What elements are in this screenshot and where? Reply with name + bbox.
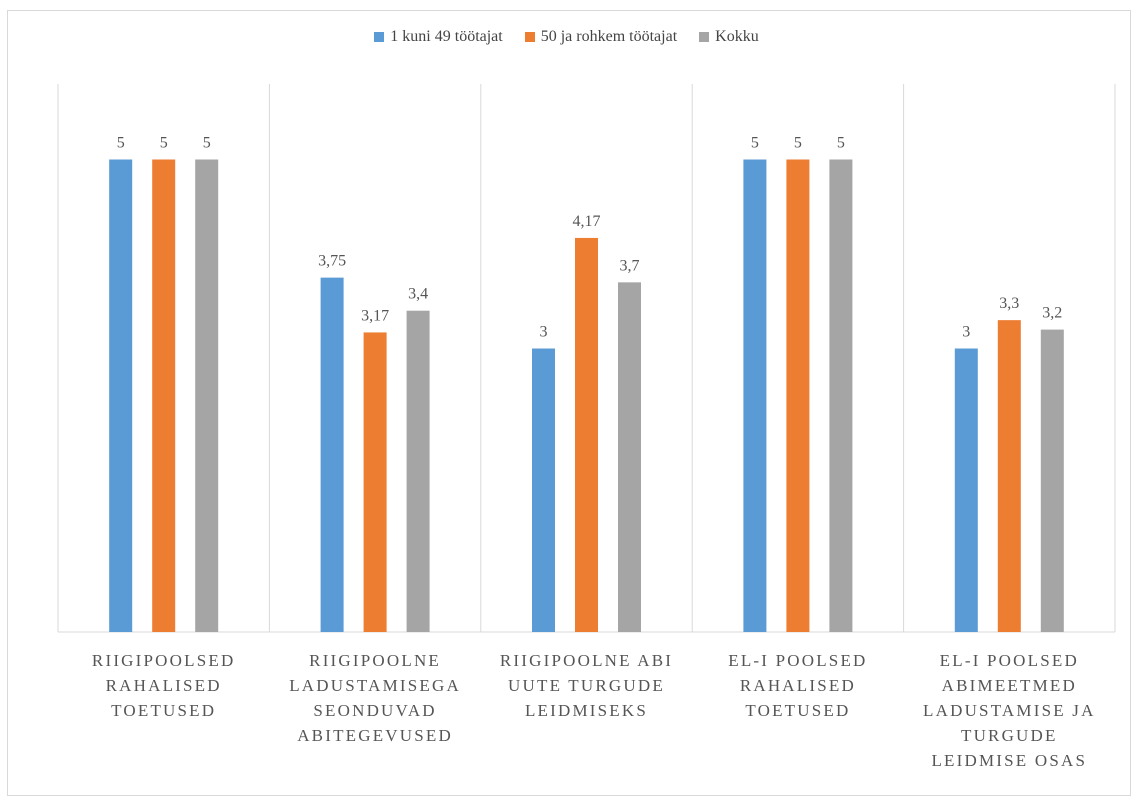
bar-series-1-cat-4 xyxy=(743,159,767,632)
category-label-line: SEONDUVAD xyxy=(313,701,437,720)
data-label-series-1-cat-3: 3 xyxy=(540,324,548,341)
category-label-line: EL-I POOLSED xyxy=(728,651,868,670)
bar-series-3-cat-3 xyxy=(618,282,641,632)
category-label-line: RIIGIPOOLSED xyxy=(91,651,236,670)
bar-series-1-cat-3 xyxy=(532,348,555,632)
data-label-series-1-cat-5: 3 xyxy=(962,324,970,341)
data-label-series-3-cat-4: 5 xyxy=(837,135,845,152)
bar-series-3-cat-4 xyxy=(829,159,853,632)
category-label-2: RIIGIPOOLNE LADUSTAMISEGA SEONDUVAD ABITEGE… xyxy=(275,648,475,748)
legend-label-series-1: 1 kuni 49 töötajat xyxy=(390,28,503,45)
data-label-series-2-cat-2: 3,17 xyxy=(361,307,389,324)
bar-series-2-cat-2 xyxy=(363,332,387,632)
category-label-line: ABIMEETMED xyxy=(941,676,1077,695)
bar-series-3-cat-5 xyxy=(1040,329,1064,632)
data-label-series-2-cat-5: 3,3 xyxy=(999,295,1019,312)
category-label-line: UUTE TURGUDE xyxy=(508,676,665,695)
category-label-line: RAHALISED xyxy=(105,676,222,695)
legend-label-series-3: Kokku xyxy=(715,28,759,45)
legend-swatch-series-3 xyxy=(699,32,710,42)
category-label-5: EL-I POOLSED ABIMEETMED LADUSTAMISE JA TURG… xyxy=(909,648,1109,773)
category-label-line: RAHALISED xyxy=(739,676,856,695)
data-label-series-1-cat-2: 3,75 xyxy=(318,253,346,270)
bar-series-3-cat-1 xyxy=(195,159,219,632)
category-label-4: EL-I POOLSED RAHALISED TOETUSED xyxy=(698,648,898,723)
category-label-3: RIIGIPOOLNE ABI UUTE TURGUDE LEIDMISEKS xyxy=(487,648,687,723)
bar-series-1-cat-1 xyxy=(109,159,133,632)
category-label-line: RIIGIPOOLNE xyxy=(309,651,442,670)
data-label-series-3-cat-5: 3,2 xyxy=(1042,305,1062,322)
category-label-line: LADUSTAMISE JA xyxy=(923,701,1096,720)
data-label-series-2-cat-1: 5 xyxy=(160,135,168,152)
data-label-series-3-cat-1: 5 xyxy=(203,135,211,152)
category-label-line: ABITEGEVUSED xyxy=(297,726,453,745)
bar-series-2-cat-3 xyxy=(575,237,598,632)
bar-series-3-cat-2 xyxy=(406,310,430,632)
bar-series-2-cat-5 xyxy=(997,320,1021,632)
category-label-line: TURGUDE xyxy=(960,726,1058,745)
legend-swatch-series-1 xyxy=(374,32,385,42)
legend-label-series-2: 50 ja rohkem töötajat xyxy=(540,28,678,45)
data-label-series-3-cat-2: 3,4 xyxy=(408,286,428,303)
legend-item-series-3: Kokku xyxy=(699,28,759,46)
category-label-line: LEIDMISE OSAS xyxy=(931,751,1088,770)
data-label-series-2-cat-4: 5 xyxy=(794,135,802,152)
category-label-line: LEIDMISEKS xyxy=(524,701,649,720)
bar-series-1-cat-5 xyxy=(954,348,978,632)
chart-area xyxy=(7,10,1131,796)
category-label-line: RIIGIPOOLNE ABI xyxy=(499,651,674,670)
bar-series-2-cat-1 xyxy=(152,159,176,632)
data-label-series-1-cat-1: 5 xyxy=(117,135,125,152)
category-label-line: TOETUSED xyxy=(111,701,217,720)
legend: 1 kuni 49 töötajat 50 ja rohkem töötajat… xyxy=(0,28,1133,46)
category-label-line: TOETUSED xyxy=(745,701,851,720)
data-label-series-1-cat-4: 5 xyxy=(751,135,759,152)
category-label-1: RIIGIPOOLSED RAHALISED TOETUSED xyxy=(64,648,264,723)
category-label-line: LADUSTAMISEGA xyxy=(289,676,461,695)
bar-series-2-cat-4 xyxy=(786,159,810,632)
data-label-series-3-cat-3: 3,7 xyxy=(620,257,640,274)
bar-series-1-cat-2 xyxy=(320,277,344,632)
category-label-line: EL-I POOLSED xyxy=(939,651,1079,670)
legend-swatch-series-2 xyxy=(524,32,535,42)
data-label-series-2-cat-3: 4,17 xyxy=(573,213,601,230)
legend-item-series-2: 50 ja rohkem töötajat xyxy=(524,28,678,46)
legend-item-series-1: 1 kuni 49 töötajat xyxy=(374,28,503,46)
